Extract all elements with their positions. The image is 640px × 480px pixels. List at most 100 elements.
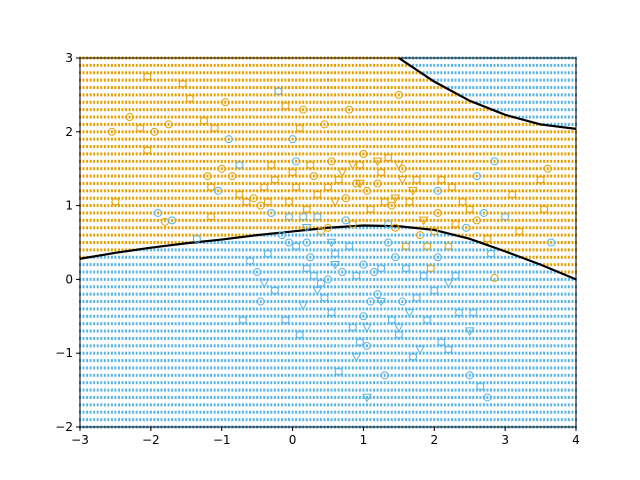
region-dot-orange — [195, 204, 198, 208]
region-dot-blue — [156, 395, 159, 399]
region-dot-orange — [160, 130, 163, 134]
region-dot-orange — [178, 211, 181, 215]
region-dot-orange — [93, 71, 96, 75]
region-dot-blue — [220, 381, 223, 385]
region-dot-blue — [199, 395, 202, 399]
region-dot-orange — [82, 181, 85, 185]
region-dot-orange — [171, 145, 174, 149]
region-dot-blue — [125, 403, 128, 407]
region-dot-orange — [397, 86, 400, 90]
region-dot-orange — [107, 174, 110, 178]
region-dot-blue — [206, 381, 209, 385]
region-dot-blue — [241, 381, 244, 385]
region-dot-blue — [348, 263, 351, 267]
region-dot-blue — [316, 418, 319, 422]
region-dot-blue — [203, 395, 205, 399]
region-dot-orange — [185, 211, 188, 215]
region-dot-blue — [323, 263, 326, 267]
region-dot-orange — [341, 145, 344, 149]
region-dot-blue — [125, 395, 128, 399]
region-dot-blue — [181, 322, 184, 326]
region-dot-blue — [302, 388, 305, 392]
region-dot-blue — [419, 300, 422, 304]
region-dot-orange — [249, 115, 252, 119]
region-dot-orange — [121, 233, 124, 237]
region-dot-blue — [117, 403, 120, 407]
region-dot-orange — [82, 226, 85, 230]
region-dot-blue — [117, 418, 120, 422]
region-dot-blue — [351, 373, 354, 377]
region-dot-orange — [362, 211, 365, 215]
region-dot-blue — [227, 322, 230, 326]
region-dot-orange — [213, 115, 216, 119]
region-dot-orange — [167, 71, 170, 75]
region-dot-blue — [337, 403, 340, 407]
region-dot-blue — [369, 292, 372, 296]
region-dot-blue — [404, 410, 407, 414]
region-dot-orange — [252, 159, 255, 163]
region-dot-orange — [224, 71, 227, 75]
region-dot-blue — [422, 63, 425, 67]
region-dot-orange — [96, 226, 99, 230]
region-dot-orange — [110, 189, 113, 193]
region-dot-blue — [227, 307, 230, 311]
region-dot-orange — [327, 78, 329, 82]
region-dot-orange — [334, 152, 337, 156]
region-dot-orange — [121, 196, 124, 200]
region-dot-orange — [146, 63, 149, 67]
region-dot-blue — [288, 241, 291, 244]
region-dot-orange — [224, 218, 227, 222]
region-dot-blue — [86, 263, 89, 267]
region-dot-orange — [280, 189, 283, 193]
region-dot-blue — [295, 388, 298, 392]
region-dot-blue — [128, 307, 131, 311]
region-dot-blue — [217, 344, 220, 348]
region-dot-orange — [149, 115, 152, 119]
region-dot-orange — [167, 167, 170, 171]
region-dot-blue — [383, 300, 386, 304]
region-dot-blue — [153, 336, 156, 340]
region-dot-orange — [298, 100, 301, 104]
region-dot-blue — [348, 292, 351, 296]
region-dot-blue — [259, 255, 262, 259]
region-dot-blue — [348, 314, 351, 318]
region-dot-orange — [156, 159, 159, 163]
region-dot-blue — [82, 300, 85, 304]
region-dot-blue — [203, 292, 205, 296]
region-dot-blue — [327, 322, 329, 326]
region-dot-blue — [107, 329, 110, 333]
region-dot-orange — [312, 226, 315, 230]
region-dot-orange — [167, 152, 170, 156]
region-dot-blue — [351, 336, 354, 340]
region-dot-blue — [252, 351, 255, 355]
region-dot-blue — [86, 418, 89, 422]
region-dot-blue — [273, 344, 276, 348]
region-dot-blue — [171, 300, 174, 304]
region-dot-blue — [358, 226, 361, 230]
region-dot-orange — [337, 78, 340, 82]
region-dot-blue — [192, 351, 195, 355]
region-dot-blue — [298, 314, 301, 318]
region-dot-orange — [142, 167, 145, 171]
region-dot-blue — [327, 277, 329, 281]
region-dot-blue — [156, 388, 159, 392]
region-dot-orange — [128, 78, 131, 82]
region-dot-orange — [401, 145, 404, 149]
region-dot-orange — [302, 100, 305, 104]
region-dot-blue — [365, 241, 368, 244]
region-dot-orange — [139, 189, 142, 193]
region-dot-blue — [305, 248, 308, 252]
region-dot-orange — [117, 63, 120, 67]
region-dot-blue — [160, 300, 163, 304]
region-dot-blue — [234, 277, 237, 281]
region-dot-blue — [316, 300, 319, 304]
region-dot-blue — [373, 418, 376, 422]
region-dot-blue — [284, 366, 287, 370]
region-dot-orange — [199, 63, 202, 67]
region-dot-orange — [100, 71, 103, 75]
region-dot-blue — [365, 307, 368, 311]
region-dot-blue — [107, 314, 110, 318]
region-dot-orange — [110, 181, 113, 185]
region-dot-blue — [305, 388, 308, 392]
region-dot-blue — [344, 322, 347, 326]
